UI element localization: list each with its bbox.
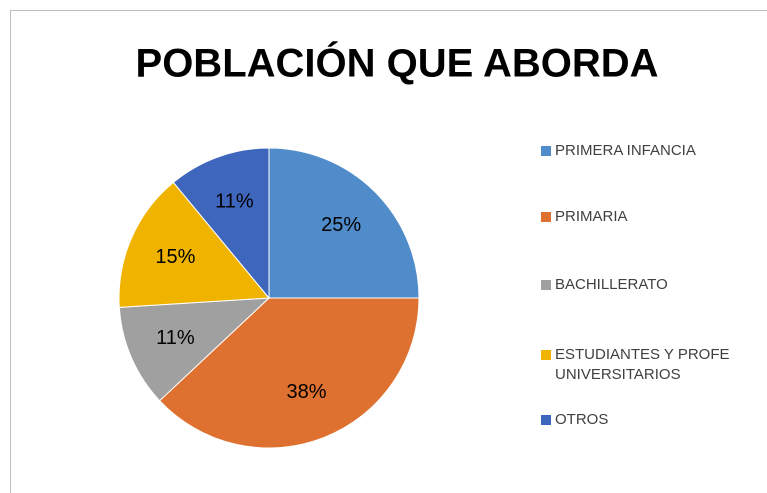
legend-label: PRIMARIA <box>555 208 628 225</box>
data-label: 11% <box>156 327 195 349</box>
legend-swatch <box>541 212 551 222</box>
legend-label: BACHILLERATO <box>555 276 668 293</box>
chart-border <box>10 10 767 493</box>
legend-item: BACHILLERATO <box>541 275 746 295</box>
legend-swatch <box>541 350 551 360</box>
legend-item: PRIMERA INFANCIA <box>541 141 746 161</box>
legend-label: OTROS <box>555 411 609 428</box>
pie-slice <box>118 181 271 308</box>
data-label: 25% <box>321 214 361 236</box>
data-label: 38% <box>287 381 327 403</box>
pie-slice <box>268 147 420 299</box>
pie-slice <box>118 297 271 402</box>
data-label: 15% <box>155 246 195 268</box>
pie-slice <box>172 147 270 300</box>
legend-swatch <box>541 415 551 425</box>
legend-item: PRIMARIA <box>541 207 746 227</box>
pie-slice <box>158 297 420 449</box>
data-label: 11% <box>215 190 254 212</box>
legend-item: OTROS <box>541 410 746 430</box>
legend-label: ESTUDIANTES Y PROFE UNIVERSITARIOS <box>555 346 730 383</box>
legend-swatch <box>541 146 551 156</box>
legend-label: PRIMERA INFANCIA <box>555 142 696 159</box>
chart-title: POBLACIÓN QUE ABORDA <box>136 40 659 86</box>
legend-swatch <box>541 280 551 290</box>
legend-item: ESTUDIANTES Y PROFE UNIVERSITARIOS <box>541 345 746 385</box>
